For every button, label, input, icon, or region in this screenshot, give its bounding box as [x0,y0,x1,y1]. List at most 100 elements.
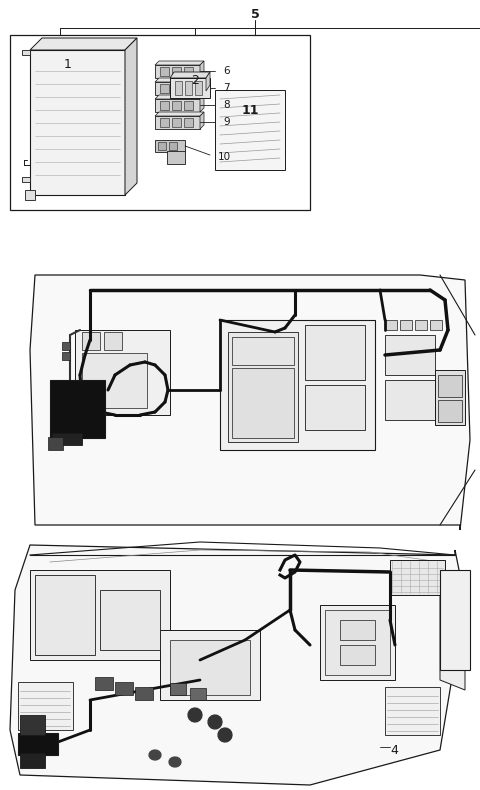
Polygon shape [440,570,465,690]
Bar [385,335,435,375]
Text: 10: 10 [218,152,231,162]
Bar [155,140,185,152]
Bar [172,67,181,76]
Bar [155,99,200,112]
Polygon shape [200,112,204,129]
Text: 5: 5 [251,9,259,21]
Bar [155,116,200,129]
Bar [52,433,82,445]
Bar [155,82,200,95]
Text: 9: 9 [223,117,229,127]
Bar [135,687,153,700]
Bar [430,320,442,330]
Polygon shape [149,750,161,760]
Polygon shape [155,112,204,116]
Polygon shape [170,72,210,78]
Polygon shape [22,177,30,182]
Bar [170,683,186,695]
Bar [167,151,185,164]
Bar [82,353,147,408]
Bar [305,385,365,430]
Bar [172,118,181,127]
Bar [185,81,192,95]
Bar [385,320,397,330]
Bar [20,753,45,768]
Bar [175,81,182,95]
Bar [340,620,375,640]
Bar [160,67,169,76]
Bar [184,84,193,93]
Bar [95,677,113,690]
Bar [385,687,440,735]
Bar [82,332,100,350]
Bar [320,605,395,680]
Bar [169,142,177,150]
Text: 2: 2 [191,73,199,86]
Text: 4: 4 [390,743,398,757]
Polygon shape [206,72,210,91]
Polygon shape [188,708,202,722]
Bar [48,437,63,450]
Bar [158,142,166,150]
Bar [170,640,250,695]
Bar [390,560,445,595]
Text: 7: 7 [223,83,229,93]
Text: 11: 11 [241,103,259,116]
Bar [18,733,58,755]
Polygon shape [30,275,470,530]
Polygon shape [125,38,137,195]
Bar [190,688,206,700]
Bar [232,337,294,365]
Bar [170,78,210,98]
Polygon shape [200,61,204,78]
Polygon shape [10,545,465,785]
Bar [20,715,45,735]
Polygon shape [30,38,137,50]
Text: 1: 1 [64,58,72,72]
Polygon shape [22,50,30,55]
Bar [220,320,375,450]
Bar [18,682,73,730]
Polygon shape [25,190,35,200]
Bar [340,645,375,665]
Bar [435,370,465,425]
Bar [172,84,181,93]
Bar [35,575,95,655]
Bar [172,101,181,110]
Bar [400,320,412,330]
Bar [10,35,310,210]
Polygon shape [200,78,204,95]
Bar [160,630,260,700]
Bar [100,590,160,650]
Bar [184,101,193,110]
Bar [62,352,70,360]
Bar [415,320,427,330]
Bar [215,90,285,170]
Bar [160,118,169,127]
Bar [228,332,298,442]
Text: 8: 8 [223,100,229,110]
Bar [305,325,365,380]
Bar [438,375,462,397]
Bar [184,67,193,76]
Bar [440,570,470,670]
Text: 6: 6 [223,66,229,76]
Bar [184,118,193,127]
Bar [75,330,170,415]
Bar [30,50,125,195]
Bar [155,65,200,78]
Polygon shape [169,757,181,767]
Polygon shape [155,78,204,82]
Bar [325,610,390,675]
Bar [160,101,169,110]
Bar [385,380,435,420]
Bar [232,368,294,438]
Bar [438,400,462,422]
Polygon shape [155,61,204,65]
Bar [160,84,169,93]
Bar [30,570,170,660]
Bar [115,682,133,695]
Polygon shape [208,715,222,729]
Polygon shape [218,728,232,742]
Polygon shape [200,95,204,112]
